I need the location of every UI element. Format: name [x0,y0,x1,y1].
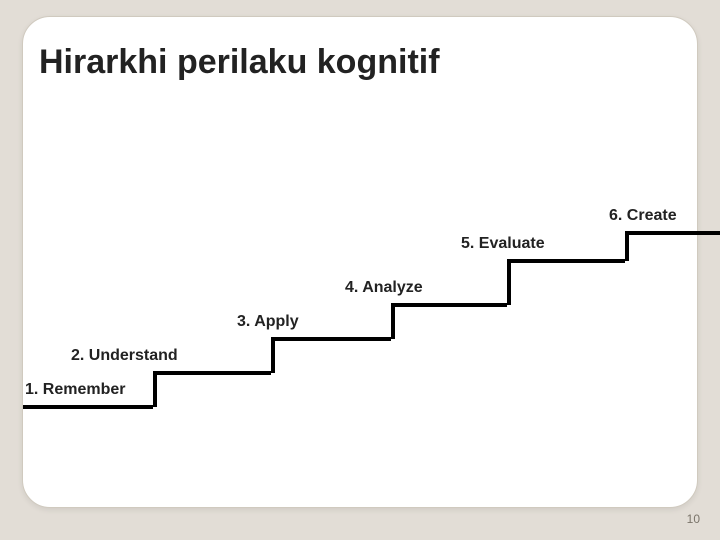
page-number: 10 [687,512,700,526]
riser-1 [153,371,157,407]
step-2-label: 2. Understand [71,347,178,365]
step-6-label: 6. Create [609,207,677,225]
slide-card: Hirarkhi perilaku kognitif 1. Remember 2… [22,16,698,508]
step-1-rule [23,405,153,409]
step-6-rule [625,231,720,235]
step-4-rule [391,303,507,307]
step-2-rule [153,371,271,375]
step-3-label: 3. Apply [237,313,299,331]
slide-title: Hirarkhi perilaku kognitif [39,43,440,82]
step-5-label: 5. Evaluate [461,235,545,253]
riser-2 [271,337,275,373]
riser-4 [507,259,511,305]
step-3-rule [271,337,391,341]
riser-5 [625,231,629,261]
step-4-label: 4. Analyze [345,279,423,297]
step-1-label: 1. Remember [25,381,126,399]
riser-3 [391,303,395,339]
step-5-rule [507,259,625,263]
